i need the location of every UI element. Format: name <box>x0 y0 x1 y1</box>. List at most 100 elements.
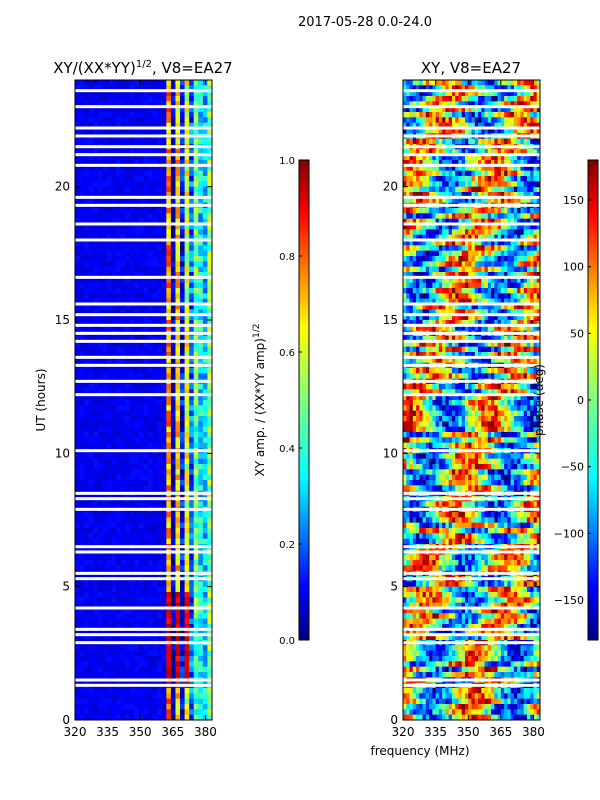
heatmap-cell <box>97 384 103 390</box>
heatmap-cell <box>180 85 186 92</box>
heatmap-cell <box>93 192 99 198</box>
heatmap-cell <box>510 85 515 92</box>
heatmap-cell <box>170 256 177 262</box>
heatmap-cell <box>134 645 140 652</box>
heatmap-cell <box>207 581 212 588</box>
heatmap-cell <box>111 688 117 694</box>
heatmap-cell <box>111 170 117 177</box>
heatmap-cell <box>166 122 172 129</box>
heatmap-cell <box>79 437 85 444</box>
heatmap-cell <box>166 368 172 374</box>
heatmap-cell <box>409 176 414 182</box>
heatmap-cell <box>406 218 411 225</box>
heatmap-cell <box>129 602 135 609</box>
heatmap-cell <box>116 704 122 710</box>
heatmap-cell <box>429 149 433 156</box>
heatmap-cell <box>138 426 145 433</box>
heatmap-cell <box>143 661 149 668</box>
heatmap-cell <box>520 176 525 182</box>
heatmap-cell <box>484 213 489 220</box>
heatmap-cell <box>189 266 195 273</box>
heatmap-cell <box>406 197 411 204</box>
heatmap-cell <box>461 208 466 214</box>
heatmap-cell <box>474 117 479 124</box>
heatmap-cell <box>504 186 508 193</box>
heatmap-cell <box>175 256 181 262</box>
heatmap-cell <box>138 149 145 156</box>
heatmap-cell <box>152 629 158 636</box>
heatmap-cell <box>111 101 117 108</box>
heatmap-cell <box>494 112 499 118</box>
heatmap-cell <box>189 394 195 401</box>
heatmap-cell <box>88 618 94 625</box>
heatmap-cell <box>438 234 443 241</box>
heatmap-cell <box>157 277 163 284</box>
heatmap-cell <box>125 693 131 700</box>
heatmap-cell <box>202 117 209 124</box>
heatmap-cell <box>193 256 199 262</box>
heatmap-cell <box>175 400 181 406</box>
heatmap-cell <box>207 336 212 342</box>
heatmap-cell <box>530 128 535 134</box>
heatmap-cell <box>207 229 212 236</box>
heatmap-cell <box>425 192 430 198</box>
heatmap-cell <box>478 224 482 230</box>
heatmap-cell <box>494 208 499 214</box>
heatmap-cell <box>526 96 531 102</box>
heatmap-cell <box>138 512 145 518</box>
heatmap-cell <box>161 538 167 545</box>
heatmap-cell <box>207 122 212 129</box>
heatmap-cell <box>152 192 158 198</box>
heatmap-cell <box>432 208 437 214</box>
heatmap-cell <box>422 165 427 172</box>
heatmap-cell <box>116 272 122 278</box>
heatmap-cell <box>134 341 140 348</box>
heatmap-cell <box>79 613 85 620</box>
heatmap-cell <box>487 106 492 113</box>
heatmap-cell <box>438 186 443 193</box>
heatmap-cell <box>189 314 195 321</box>
heatmap-cell <box>111 629 117 636</box>
heatmap-cell <box>193 314 199 321</box>
heatmap-cell <box>166 565 172 572</box>
heatmap-cell <box>75 245 81 252</box>
heatmap-cell <box>202 160 209 166</box>
heatmap-cell <box>125 698 131 705</box>
heatmap-cell <box>166 480 172 486</box>
heatmap-cell <box>93 389 99 396</box>
heatmap-cell <box>530 106 535 113</box>
heatmap-cell <box>464 106 469 113</box>
heatmap-cell <box>134 240 140 246</box>
heatmap-cell <box>184 613 190 620</box>
heatmap-cell <box>193 250 199 257</box>
heatmap-cell <box>170 373 177 380</box>
heatmap-cell <box>166 293 172 300</box>
heatmap-cell <box>526 165 531 172</box>
heatmap-cell <box>484 208 489 214</box>
heatmap-cell <box>143 586 149 593</box>
heatmap-cell <box>438 176 443 182</box>
heatmap-cell <box>166 304 172 310</box>
heatmap-cell <box>157 117 163 124</box>
heatmap-cell <box>175 229 181 236</box>
heatmap-cell <box>432 229 437 236</box>
heatmap-cell <box>189 613 195 620</box>
heatmap-cell <box>198 522 204 529</box>
heatmap-cell <box>189 624 195 630</box>
heatmap-cell <box>111 709 117 716</box>
heatmap-cell <box>125 597 131 604</box>
heatmap-cell <box>88 714 94 720</box>
heatmap-cell <box>75 90 81 97</box>
heatmap-cell <box>412 165 417 172</box>
heatmap-cell <box>416 96 420 102</box>
heatmap-cell <box>111 85 117 92</box>
heatmap-cell <box>93 672 99 678</box>
heatmap-cell <box>198 256 204 262</box>
heatmap-cell <box>102 186 108 193</box>
heatmap-cell <box>93 186 99 193</box>
heatmap-cell <box>409 117 414 124</box>
heatmap-cell <box>180 624 186 630</box>
heatmap-cell <box>125 293 131 300</box>
heatmap-cell <box>120 176 126 182</box>
heatmap-cell <box>180 80 186 86</box>
